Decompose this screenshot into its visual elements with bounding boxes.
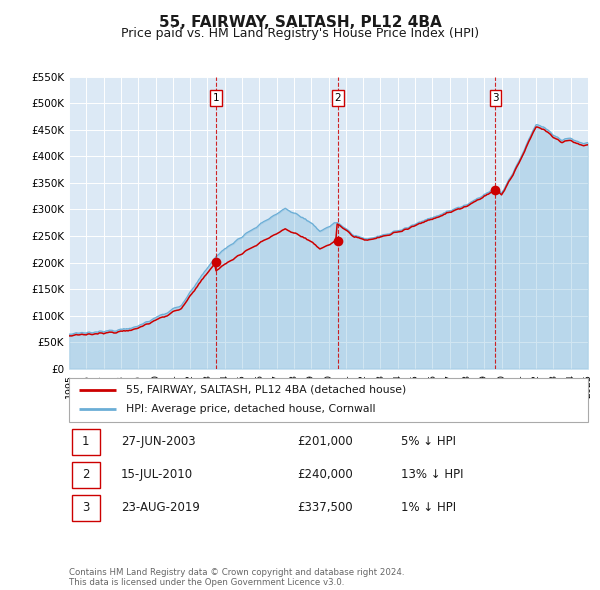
Text: £337,500: £337,500 [298,502,353,514]
Text: 15-JUL-2010: 15-JUL-2010 [121,468,193,481]
Text: 23-AUG-2019: 23-AUG-2019 [121,502,200,514]
Text: 13% ↓ HPI: 13% ↓ HPI [401,468,464,481]
Text: 2: 2 [82,468,89,481]
Text: 55, FAIRWAY, SALTASH, PL12 4BA (detached house): 55, FAIRWAY, SALTASH, PL12 4BA (detached… [126,385,406,395]
Text: Price paid vs. HM Land Registry's House Price Index (HPI): Price paid vs. HM Land Registry's House … [121,27,479,40]
Text: 27-JUN-2003: 27-JUN-2003 [121,435,196,448]
FancyBboxPatch shape [71,495,100,521]
Text: 1% ↓ HPI: 1% ↓ HPI [401,502,456,514]
Text: HPI: Average price, detached house, Cornwall: HPI: Average price, detached house, Corn… [126,405,376,414]
Text: 2: 2 [335,93,341,103]
Text: 3: 3 [492,93,499,103]
FancyBboxPatch shape [71,462,100,488]
Text: Contains HM Land Registry data © Crown copyright and database right 2024.
This d: Contains HM Land Registry data © Crown c… [69,568,404,587]
Text: 3: 3 [82,502,89,514]
FancyBboxPatch shape [71,429,100,455]
Text: 1: 1 [82,435,89,448]
Text: 55, FAIRWAY, SALTASH, PL12 4BA: 55, FAIRWAY, SALTASH, PL12 4BA [158,15,442,30]
Text: £201,000: £201,000 [298,435,353,448]
Text: £240,000: £240,000 [298,468,353,481]
Text: 1: 1 [212,93,219,103]
Text: 5% ↓ HPI: 5% ↓ HPI [401,435,456,448]
FancyBboxPatch shape [69,378,588,422]
